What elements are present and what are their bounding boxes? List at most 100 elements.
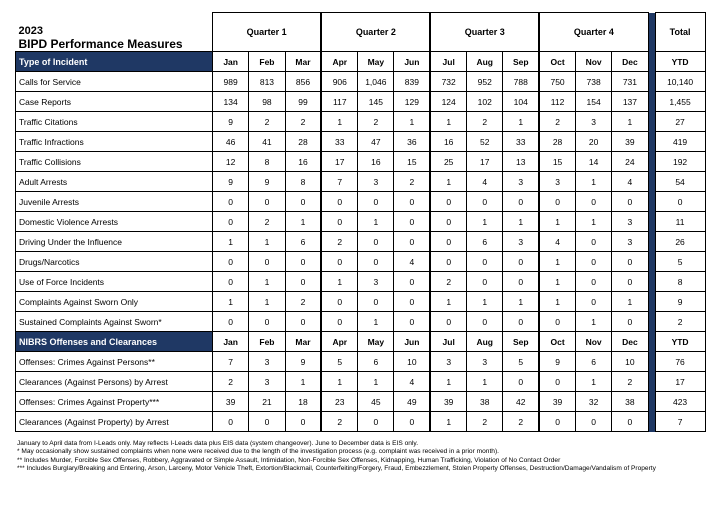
cell-value: 0 xyxy=(574,291,613,312)
cell-value: 2 xyxy=(466,411,504,432)
month-header: Apr xyxy=(320,331,359,352)
cell-value: 2 xyxy=(284,111,322,132)
cell-value: 14 xyxy=(574,151,613,172)
cell-value: 0 xyxy=(574,231,613,252)
cell-value: 0 xyxy=(284,271,322,292)
row-label: Complaints Against Sworn Only xyxy=(15,291,213,312)
cell-value: 45 xyxy=(357,391,395,412)
cell-value: 3 xyxy=(538,171,576,192)
month-header: Dec xyxy=(611,51,649,72)
cell-value: 5 xyxy=(320,351,359,372)
cell-value: 9 xyxy=(211,171,250,192)
cell-value: 1 xyxy=(248,231,286,252)
cell-value: 0 xyxy=(538,371,576,392)
cell-value: 0 xyxy=(248,311,286,332)
cell-value: 0 xyxy=(574,271,613,292)
cell-value: 4 xyxy=(538,231,576,252)
cell-value: 1 xyxy=(357,371,395,392)
separator xyxy=(647,131,656,152)
cell-value: 0 xyxy=(248,191,286,212)
cell-value: 0 xyxy=(357,231,395,252)
cell-value: 0 xyxy=(574,191,613,212)
cell-value: 0 xyxy=(320,191,359,212)
cell-value: 1 xyxy=(611,111,649,132)
cell-value: 2 xyxy=(538,111,576,132)
separator xyxy=(647,291,656,312)
quarter-header: Quarter 3 xyxy=(429,12,540,52)
cell-value: 0 xyxy=(393,231,431,252)
cell-value: 8 xyxy=(248,151,286,172)
cell-value: 3 xyxy=(502,231,540,252)
cell-value: 2 xyxy=(320,231,359,252)
cell-value: 1 xyxy=(211,291,250,312)
cell-value: 1 xyxy=(466,371,504,392)
cell-value: 1,046 xyxy=(357,71,395,92)
cell-value: 0 xyxy=(466,311,504,332)
month-header: Oct xyxy=(538,51,576,72)
cell-value: 3 xyxy=(502,171,540,192)
total-value: 27 xyxy=(654,111,706,132)
total-value: 9 xyxy=(654,291,706,312)
cell-value: 0 xyxy=(429,251,468,272)
total-value: 2 xyxy=(654,311,706,332)
cell-value: 0 xyxy=(611,411,649,432)
cell-value: 3 xyxy=(611,231,649,252)
cell-value: 9 xyxy=(248,171,286,192)
cell-value: 1 xyxy=(574,371,613,392)
cell-value: 0 xyxy=(284,251,322,272)
row-label: Offenses: Crimes Against Persons** xyxy=(15,351,213,372)
row-label: Use of Force Incidents xyxy=(15,271,213,292)
cell-value: 28 xyxy=(538,131,576,152)
cell-value: 0 xyxy=(429,311,468,332)
cell-value: 33 xyxy=(502,131,540,152)
month-header: Jun xyxy=(393,51,431,72)
cell-value: 0 xyxy=(466,191,504,212)
separator xyxy=(647,111,656,132)
cell-value: 0 xyxy=(211,311,250,332)
cell-value: 0 xyxy=(357,191,395,212)
separator xyxy=(647,411,656,432)
cell-value: 21 xyxy=(248,391,286,412)
cell-value: 0 xyxy=(248,251,286,272)
month-header: Sep xyxy=(502,51,540,72)
month-header: Oct xyxy=(538,331,576,352)
cell-value: 9 xyxy=(538,351,576,372)
cell-value: 20 xyxy=(574,131,613,152)
month-header: Feb xyxy=(248,331,286,352)
cell-value: 750 xyxy=(538,71,576,92)
data-row: Traffic Citations 9 2 2 1 2 1 1 2 1 2 3 1 27 xyxy=(15,111,706,132)
cell-value: 33 xyxy=(320,131,359,152)
row-label: Clearances (Against Property) by Arrest xyxy=(15,411,213,432)
data-row: Traffic Infractions 46 41 28 33 47 36 16 52 33 28 2… xyxy=(15,131,706,152)
cell-value: 2 xyxy=(211,371,250,392)
cell-value: 2 xyxy=(357,111,395,132)
cell-value: 52 xyxy=(466,131,504,152)
cell-value: 0 xyxy=(502,191,540,212)
total-value: 5 xyxy=(654,251,706,272)
cell-value: 1 xyxy=(502,211,540,232)
cell-value: 0 xyxy=(284,191,322,212)
title-cell: 2023 BIPD Performance Measures xyxy=(16,13,213,52)
cell-value: 39 xyxy=(211,391,250,412)
month-header: Jul xyxy=(429,331,468,352)
separator xyxy=(647,231,656,252)
total-value: 419 xyxy=(654,131,706,152)
cell-value: 3 xyxy=(611,211,649,232)
data-row: Juvenile Arrests 0 0 0 0 0 0 0 0 0 0 0 0 0 xyxy=(15,191,706,212)
row-label: Offenses: Crimes Against Property*** xyxy=(15,391,213,412)
cell-value: 42 xyxy=(502,391,540,412)
separator xyxy=(647,331,656,352)
cell-value: 8 xyxy=(284,171,322,192)
cell-value: 0 xyxy=(284,311,322,332)
separator xyxy=(647,171,656,192)
cell-value: 2 xyxy=(284,291,322,312)
cell-value: 38 xyxy=(611,391,649,412)
cell-value: 0 xyxy=(502,251,540,272)
data-row: Drugs/Narcotics 0 0 0 0 0 4 0 0 0 1 0 0 5 xyxy=(15,251,706,272)
cell-value: 102 xyxy=(466,91,504,112)
data-row: Calls for Service 989 813 856 906 1,046 839 732… xyxy=(15,71,706,92)
cell-value: 3 xyxy=(357,271,395,292)
cell-value: 0 xyxy=(611,251,649,272)
cell-value: 731 xyxy=(611,71,649,92)
cell-value: 732 xyxy=(429,71,468,92)
